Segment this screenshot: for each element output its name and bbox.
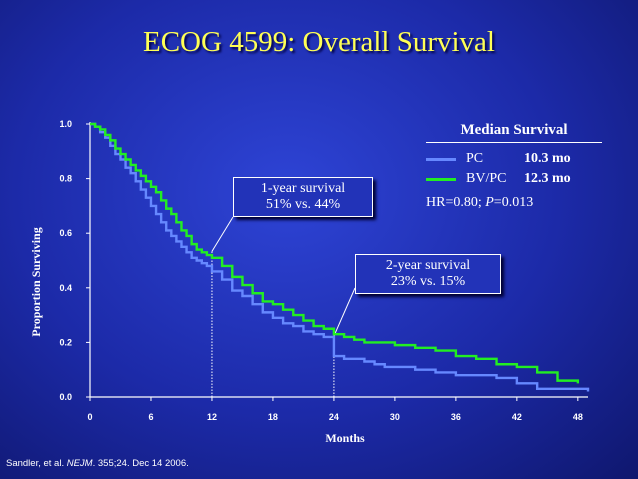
source-journal: NEJM xyxy=(66,458,93,469)
callout-pointer-24 xyxy=(333,287,356,337)
y-axis-label: Proportion Surviving xyxy=(29,227,43,336)
x-tick-label: 24 xyxy=(329,412,339,422)
callout-2-year-line2: 23% vs. 15% xyxy=(390,274,466,289)
y-tick-label: 0.4 xyxy=(59,283,72,293)
x-tick-label: 6 xyxy=(148,412,153,422)
y-tick-label: 1.0 xyxy=(59,119,72,129)
chart-series xyxy=(90,122,590,392)
callout-pointer-12 xyxy=(211,216,234,252)
legend-name-bvpc: BV/PC xyxy=(466,171,507,186)
legend-value-bvpc: 12.3 mo xyxy=(524,171,571,186)
series-line-pc xyxy=(90,122,590,392)
x-tick-label: 30 xyxy=(390,412,400,422)
x-tick-label: 48 xyxy=(573,412,583,422)
legend-value-pc: 10.3 mo xyxy=(524,151,571,166)
y-tick-label: 0.6 xyxy=(59,228,72,238)
hazard-ratio: HR=0.80; P=0.013 xyxy=(426,195,602,211)
x-tick-label: 36 xyxy=(451,412,461,422)
chart-axes: 0.0 0.2 0.4 0.6 0.8 1.0 0 6 12 18 24 30 36 42 48 xyxy=(59,119,588,422)
y-tick-label: 0.2 xyxy=(59,337,72,347)
callout-1-year-line1: 1-year survival xyxy=(260,181,346,196)
legend-title: Median Survival xyxy=(426,122,602,143)
callout-1-year: 1-year survival 51% vs. 44% xyxy=(233,177,373,217)
p-label: P xyxy=(485,195,494,210)
legend-swatch-pc xyxy=(426,157,456,161)
legend-swatch-bvpc xyxy=(426,177,456,181)
legend: Median Survival PC 10.3 mo BV/PC 12.3 mo… xyxy=(426,122,602,211)
x-axis-label: Months xyxy=(325,431,365,445)
x-tick-label: 42 xyxy=(512,412,522,422)
x-tick-label: 18 xyxy=(268,412,278,422)
y-tick-label: 0.8 xyxy=(59,174,72,184)
source-details: . 355;24. Dec 14 2006. xyxy=(92,458,189,469)
legend-item-pc: PC 10.3 mo xyxy=(426,149,602,169)
p-value: =0.013 xyxy=(493,195,534,210)
legend-item-bvpc: BV/PC 12.3 mo xyxy=(426,169,602,189)
x-tick-label: 0 xyxy=(87,412,92,422)
callout-2-year-line1: 2-year survival xyxy=(385,258,471,273)
hazard-ratio-prefix: HR=0.80; xyxy=(426,195,486,210)
callout-2-year: 2-year survival 23% vs. 15% xyxy=(355,254,501,294)
slide-title: ECOG 4599: Overall Survival xyxy=(143,26,495,58)
y-tick-label: 0.0 xyxy=(59,392,72,402)
chart-markers xyxy=(211,216,356,397)
x-tick-label: 12 xyxy=(207,412,217,422)
source-authors: Sandler, et al. xyxy=(6,458,67,469)
callout-1-year-line2: 51% vs. 44% xyxy=(265,197,341,212)
legend-name-pc: PC xyxy=(466,151,484,166)
series-line-bvpc xyxy=(90,122,580,384)
source-citation: Sandler, et al. NEJM. 355;24. Dec 14 200… xyxy=(6,458,189,469)
